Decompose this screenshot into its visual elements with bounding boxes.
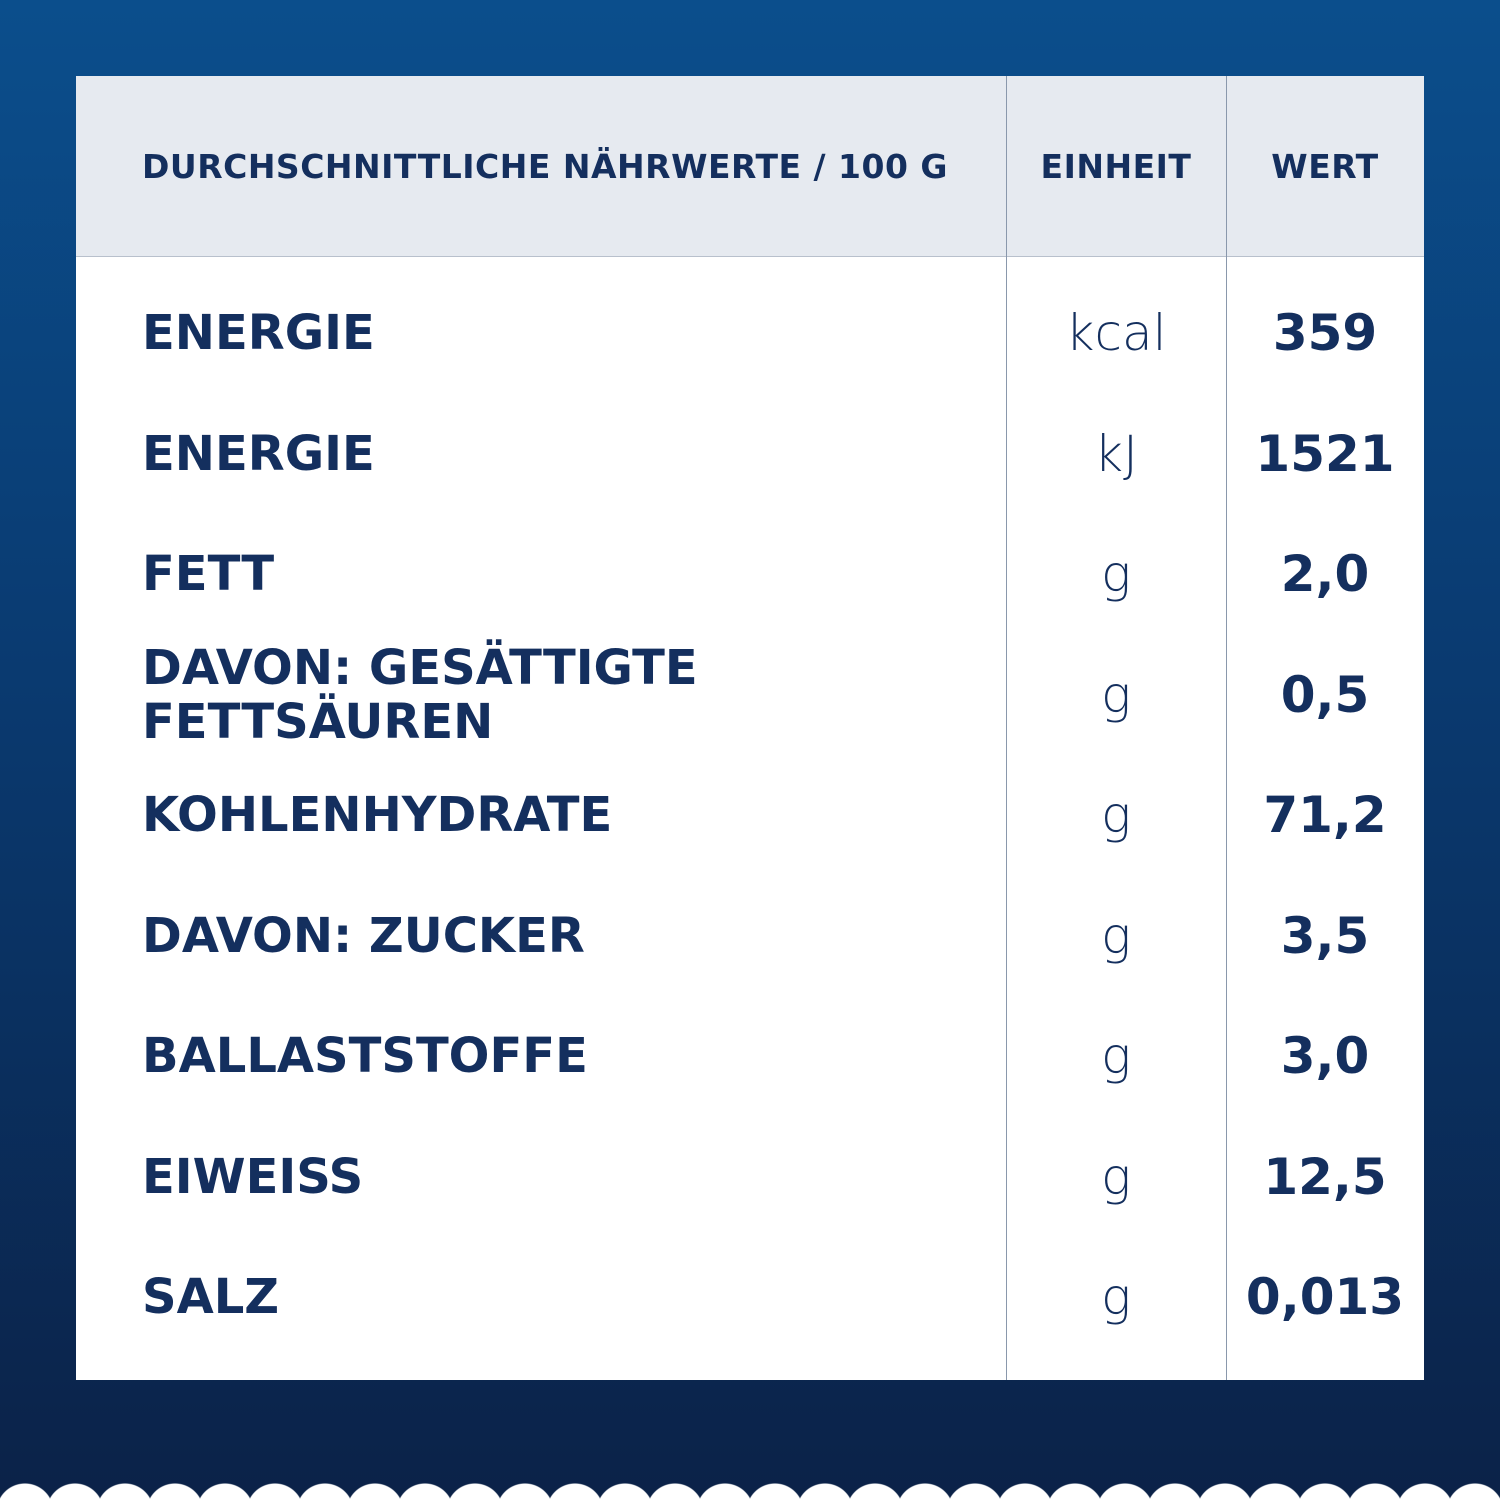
value-cell: 71,2	[1263, 786, 1387, 844]
nutrient-label: EIWEISS	[142, 1148, 364, 1205]
nutrient-label: DAVON: GESÄTTIGTE FETTSÄUREN	[142, 639, 698, 750]
nutrient-label: FETT	[142, 546, 275, 602]
value-cell: 0,5	[1280, 665, 1370, 724]
nutrient-label: DAVON: ZUCKER	[142, 907, 585, 964]
nutrient-label: ENERGIE	[142, 305, 375, 361]
column-divider	[1226, 76, 1227, 1380]
table-row: BALLASTSTOFFE g 3,0	[76, 996, 1424, 1116]
column-divider	[1006, 76, 1007, 1380]
value-cell: 12,5	[1263, 1147, 1387, 1206]
value-cell: 1521	[1255, 424, 1395, 483]
value-cell: 359	[1272, 304, 1378, 362]
unit-cell: g	[1100, 906, 1131, 965]
value-cell: 3,5	[1280, 906, 1370, 965]
table-row: DAVON: GESÄTTIGTE FETTSÄUREN g 0,5	[76, 635, 1424, 755]
nutrition-table: DURCHSCHNITTLICHE NÄHRWERTE / 100 G EINH…	[76, 76, 1424, 1380]
unit-cell: g	[1100, 786, 1131, 844]
table-row: KOHLENHYDRATE g 71,2	[76, 755, 1424, 875]
unit-cell: g	[1100, 1027, 1131, 1085]
nutrient-label: ENERGIE	[142, 425, 375, 482]
table-row: SALZ g 0,013	[76, 1237, 1424, 1357]
unit-cell: g	[1100, 665, 1131, 724]
nutrient-label: BALLASTSTOFFE	[142, 1028, 588, 1084]
unit-cell: g	[1100, 1268, 1131, 1326]
nutrient-label: SALZ	[142, 1269, 280, 1325]
value-cell: 0,013	[1245, 1268, 1405, 1326]
header-cell: DURCHSCHNITTLICHE NÄHRWERTE / 100 G	[142, 146, 948, 186]
table-row: ENERGIE kJ 1521	[76, 394, 1424, 514]
wave-border	[0, 1470, 1500, 1500]
table-row: ENERGIE kcal 359	[76, 273, 1424, 393]
unit-cell: kcal	[1065, 304, 1167, 362]
table-row: DAVON: ZUCKER g 3,5	[76, 876, 1424, 996]
unit-cell: g	[1100, 1147, 1131, 1206]
value-cell: 3,0	[1280, 1027, 1370, 1085]
table-header: DURCHSCHNITTLICHE NÄHRWERTE / 100 G EINH…	[76, 76, 1424, 257]
value-cell: 2,0	[1280, 545, 1370, 603]
table-row: FETT g 2,0	[76, 514, 1424, 634]
unit-cell: g	[1100, 545, 1131, 603]
unit-cell: kJ	[1094, 424, 1138, 483]
header-cell: WERT	[1271, 146, 1379, 186]
header-cell: EINHEIT	[1040, 146, 1192, 186]
table-row: EIWEISS g 12,5	[76, 1117, 1424, 1237]
nutrient-label: KOHLENHYDRATE	[142, 787, 613, 843]
